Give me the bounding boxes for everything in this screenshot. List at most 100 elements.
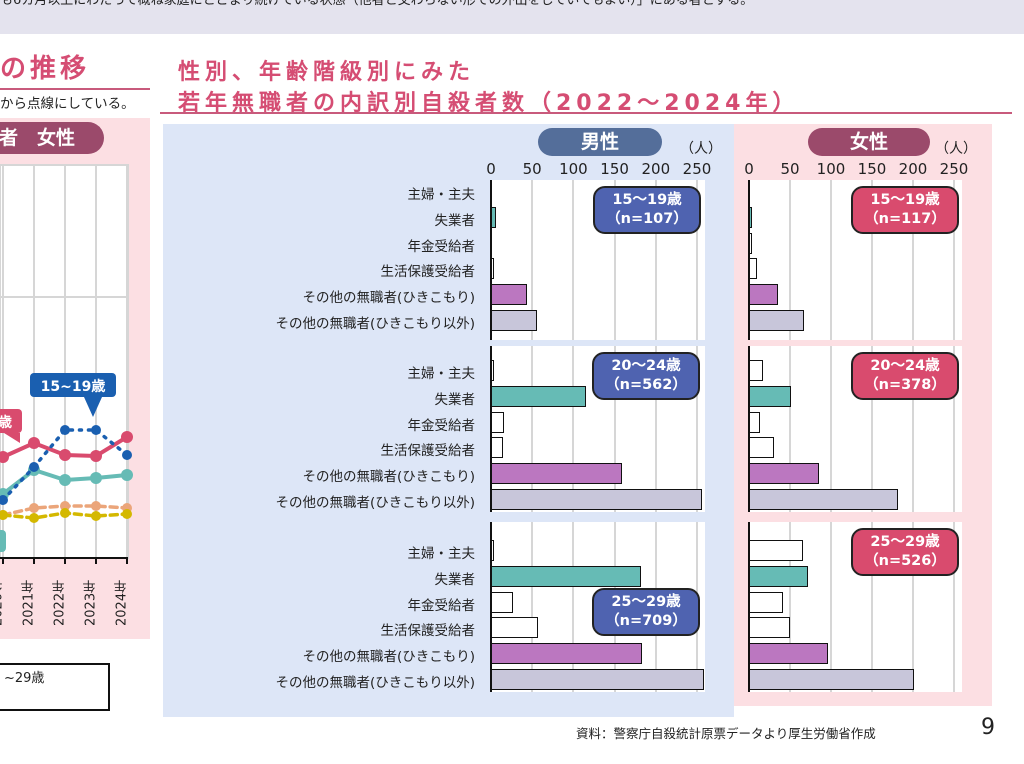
x-tick-label: 2022年: [52, 579, 68, 626]
gridline: [953, 522, 955, 692]
unit-label: （人）: [680, 141, 722, 157]
age-group-label: 15〜19歳: [612, 192, 682, 208]
data-point: [29, 503, 39, 513]
gridline: [572, 346, 575, 512]
gridline: [789, 180, 791, 340]
category-label: 主婦・主夫: [407, 546, 476, 562]
gridline: [871, 180, 873, 340]
age-group-label: 25〜29歳: [611, 594, 681, 610]
data-point: [29, 462, 39, 472]
bar: [491, 463, 623, 485]
bar: [749, 591, 783, 613]
left-note: から点線にしている。: [0, 96, 135, 112]
bar: [491, 565, 641, 587]
unit-label: （人）: [935, 141, 977, 157]
axis-tick-label: 100: [816, 160, 846, 178]
category-label: 年金受給者: [407, 417, 476, 434]
axis-tick-label: 50: [780, 160, 800, 178]
data-point: [60, 501, 70, 511]
age-group-callout: 25〜29歳 （n=526）: [851, 528, 959, 576]
bar: [491, 411, 505, 433]
data-point: [29, 513, 39, 523]
bar: [749, 669, 914, 690]
bar: [491, 591, 514, 613]
category-label: その他の無職者(ひきこもり以外): [275, 675, 475, 691]
x-tick-label: 2023年: [83, 579, 99, 626]
gridline: [912, 522, 914, 692]
callout-teal: [0, 530, 6, 552]
gridline: [912, 346, 914, 512]
gridline: [830, 180, 832, 340]
gridline: [696, 180, 698, 340]
category-label: その他の無職者(ひきこもり): [302, 290, 475, 307]
category-label: 失業者: [434, 391, 476, 408]
gridline: [613, 346, 616, 512]
bar: [491, 540, 494, 561]
callout-label: 歳: [0, 414, 12, 431]
data-point: [59, 449, 71, 461]
gridline: [696, 346, 698, 512]
left-heading-underline: [0, 88, 150, 90]
axis-tick-label: 200: [898, 160, 928, 178]
callout-pointer: [4, 433, 20, 443]
bar: [749, 385, 791, 407]
page-number: 9: [981, 715, 995, 740]
gridline: [654, 180, 657, 340]
bar: [491, 669, 705, 690]
age-group-callout: 15〜19歳 （n=117）: [851, 186, 959, 234]
bar: [749, 232, 752, 254]
bar: [491, 360, 494, 381]
age-group-label: 20〜24歳: [870, 358, 940, 374]
x-tick-label: 2021年: [21, 579, 37, 626]
category-label: 失業者: [434, 212, 476, 229]
age-group-callout: 20〜24歳 （n=378）: [851, 352, 959, 400]
bar: [749, 643, 828, 665]
left-legend-box: ~29歳: [0, 663, 110, 711]
gridline: [830, 522, 832, 692]
bar: [491, 284, 528, 306]
category-label: 失業者: [434, 571, 476, 588]
category-label: その他の無職者(ひきこもり以外): [275, 495, 475, 511]
axis-tick-label: 0: [486, 160, 496, 178]
category-label: 主婦・主夫: [407, 366, 476, 382]
bar: [491, 617, 538, 639]
female-pill: 女性: [808, 128, 930, 156]
bar: [749, 284, 778, 306]
data-point: [122, 509, 132, 519]
category-label: 生活保護受給者: [380, 443, 476, 460]
callout-pink: [0, 409, 22, 433]
gridline: [953, 180, 955, 340]
age-group-label: 15〜19歳: [870, 192, 940, 208]
gridline: [871, 522, 873, 692]
data-point: [121, 469, 133, 481]
gridline: [953, 346, 955, 512]
data-point: [90, 450, 102, 462]
data-point: [91, 425, 101, 435]
bar: [749, 540, 804, 561]
x-tick-label: 2024年: [114, 579, 130, 626]
bar: [749, 617, 790, 639]
callout-pointer: [84, 397, 102, 417]
axis-tick-label: 200: [641, 160, 671, 178]
data-point: [28, 437, 40, 449]
bar: [749, 411, 760, 433]
left-legend-text: ~29歳: [4, 671, 45, 686]
gridline: [789, 522, 791, 692]
gridline: [531, 522, 534, 692]
gridline: [613, 180, 616, 340]
data-point: [0, 510, 8, 520]
data-point: [91, 511, 101, 521]
data-point: [0, 495, 8, 505]
source-note: 資料：警察庁自殺統計原票データより厚生労働省作成: [576, 726, 876, 741]
axis-tick-label: 250: [682, 160, 712, 178]
bar: [749, 565, 809, 587]
bar: [491, 310, 538, 331]
bar: [491, 489, 702, 510]
callout-15-19: [30, 373, 116, 397]
bar: [749, 310, 804, 331]
axis-tick-label: 150: [600, 160, 629, 178]
sample-size-label: （n=107）: [606, 211, 688, 227]
axis-tick-label: 250: [939, 160, 969, 178]
callout-label: 15~19歳: [41, 378, 106, 395]
